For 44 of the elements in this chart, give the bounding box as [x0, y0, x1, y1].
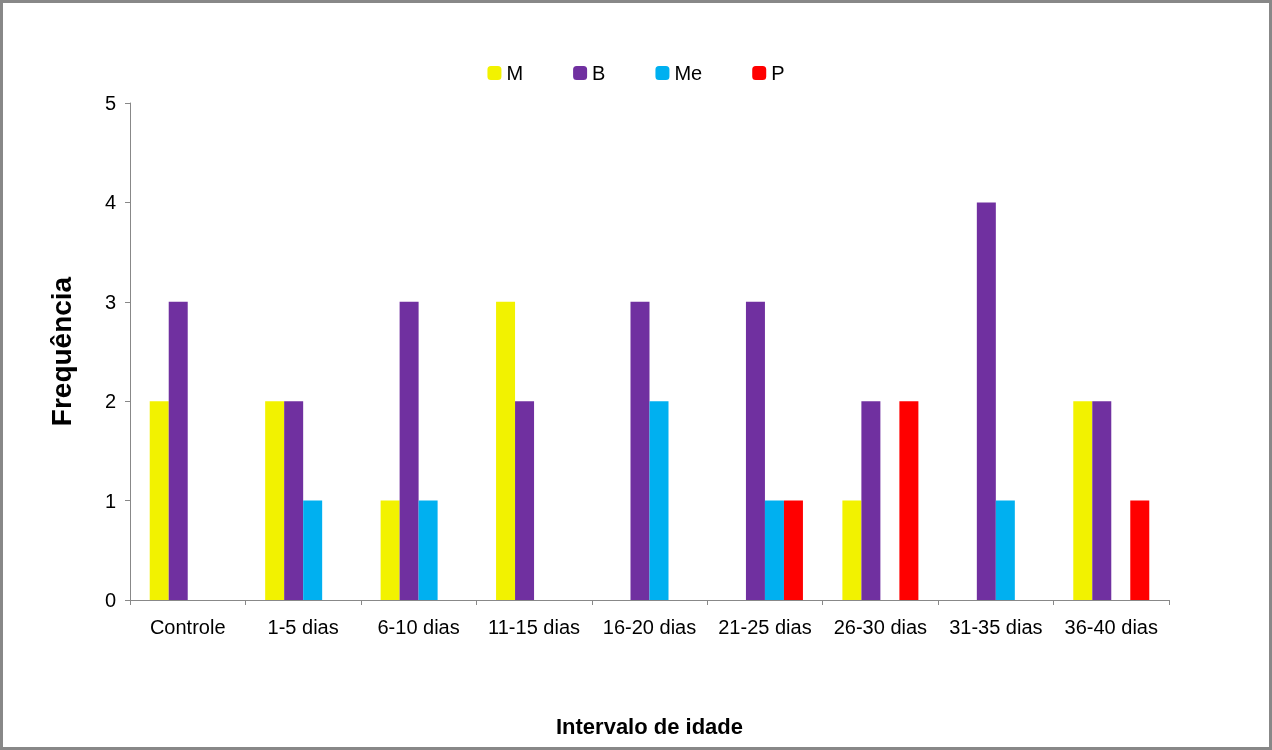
- y-tick-label: 0: [104, 589, 116, 611]
- bar: [149, 401, 169, 600]
- x-tick-label: 1-5 dias: [267, 616, 339, 638]
- bar: [764, 500, 784, 600]
- y-axis-title: Frequência: [45, 276, 77, 427]
- legend-label: P: [771, 62, 785, 84]
- x-tick-label: 21-25 dias: [718, 616, 812, 638]
- bar: [745, 301, 765, 600]
- x-tick-label: 36-40 dias: [1064, 616, 1158, 638]
- x-tick-label: Controle: [149, 616, 226, 638]
- bar: [380, 500, 400, 600]
- bar: [168, 301, 188, 600]
- bar: [265, 401, 285, 600]
- y-tick-label: 5: [104, 92, 116, 114]
- y-tick-label: 2: [104, 390, 116, 413]
- bar: [976, 202, 996, 600]
- y-tick-label: 4: [104, 191, 116, 214]
- y-tick-label: 3: [104, 290, 116, 313]
- bar: [399, 301, 419, 600]
- bar: [783, 500, 803, 600]
- bar: [861, 401, 881, 600]
- x-tick-label: 11-15 dias: [488, 616, 581, 638]
- y-tick-label: 1: [104, 489, 116, 512]
- bar: [1130, 500, 1150, 600]
- bar: [649, 401, 669, 600]
- bar: [630, 301, 650, 600]
- legend-label: M: [506, 62, 524, 84]
- x-axis-title: Intervalo de idade: [555, 713, 744, 739]
- bar: [1073, 401, 1093, 600]
- bar: [995, 500, 1015, 600]
- bar: [1092, 401, 1112, 600]
- bar: [418, 500, 438, 600]
- bar: [842, 500, 862, 600]
- bar: [284, 401, 304, 600]
- legend-label: B: [592, 62, 606, 84]
- bar: [303, 500, 323, 600]
- legend-label: Me: [674, 62, 703, 84]
- x-tick-label: 6-10 dias: [377, 616, 460, 638]
- bar: [496, 301, 516, 600]
- bar: [899, 401, 919, 600]
- bar: [515, 401, 535, 600]
- x-tick-label: 16-20 dias: [602, 616, 697, 638]
- x-tick-label: 31-35 dias: [949, 616, 1043, 638]
- x-tick-label: 26-30 dias: [833, 616, 928, 638]
